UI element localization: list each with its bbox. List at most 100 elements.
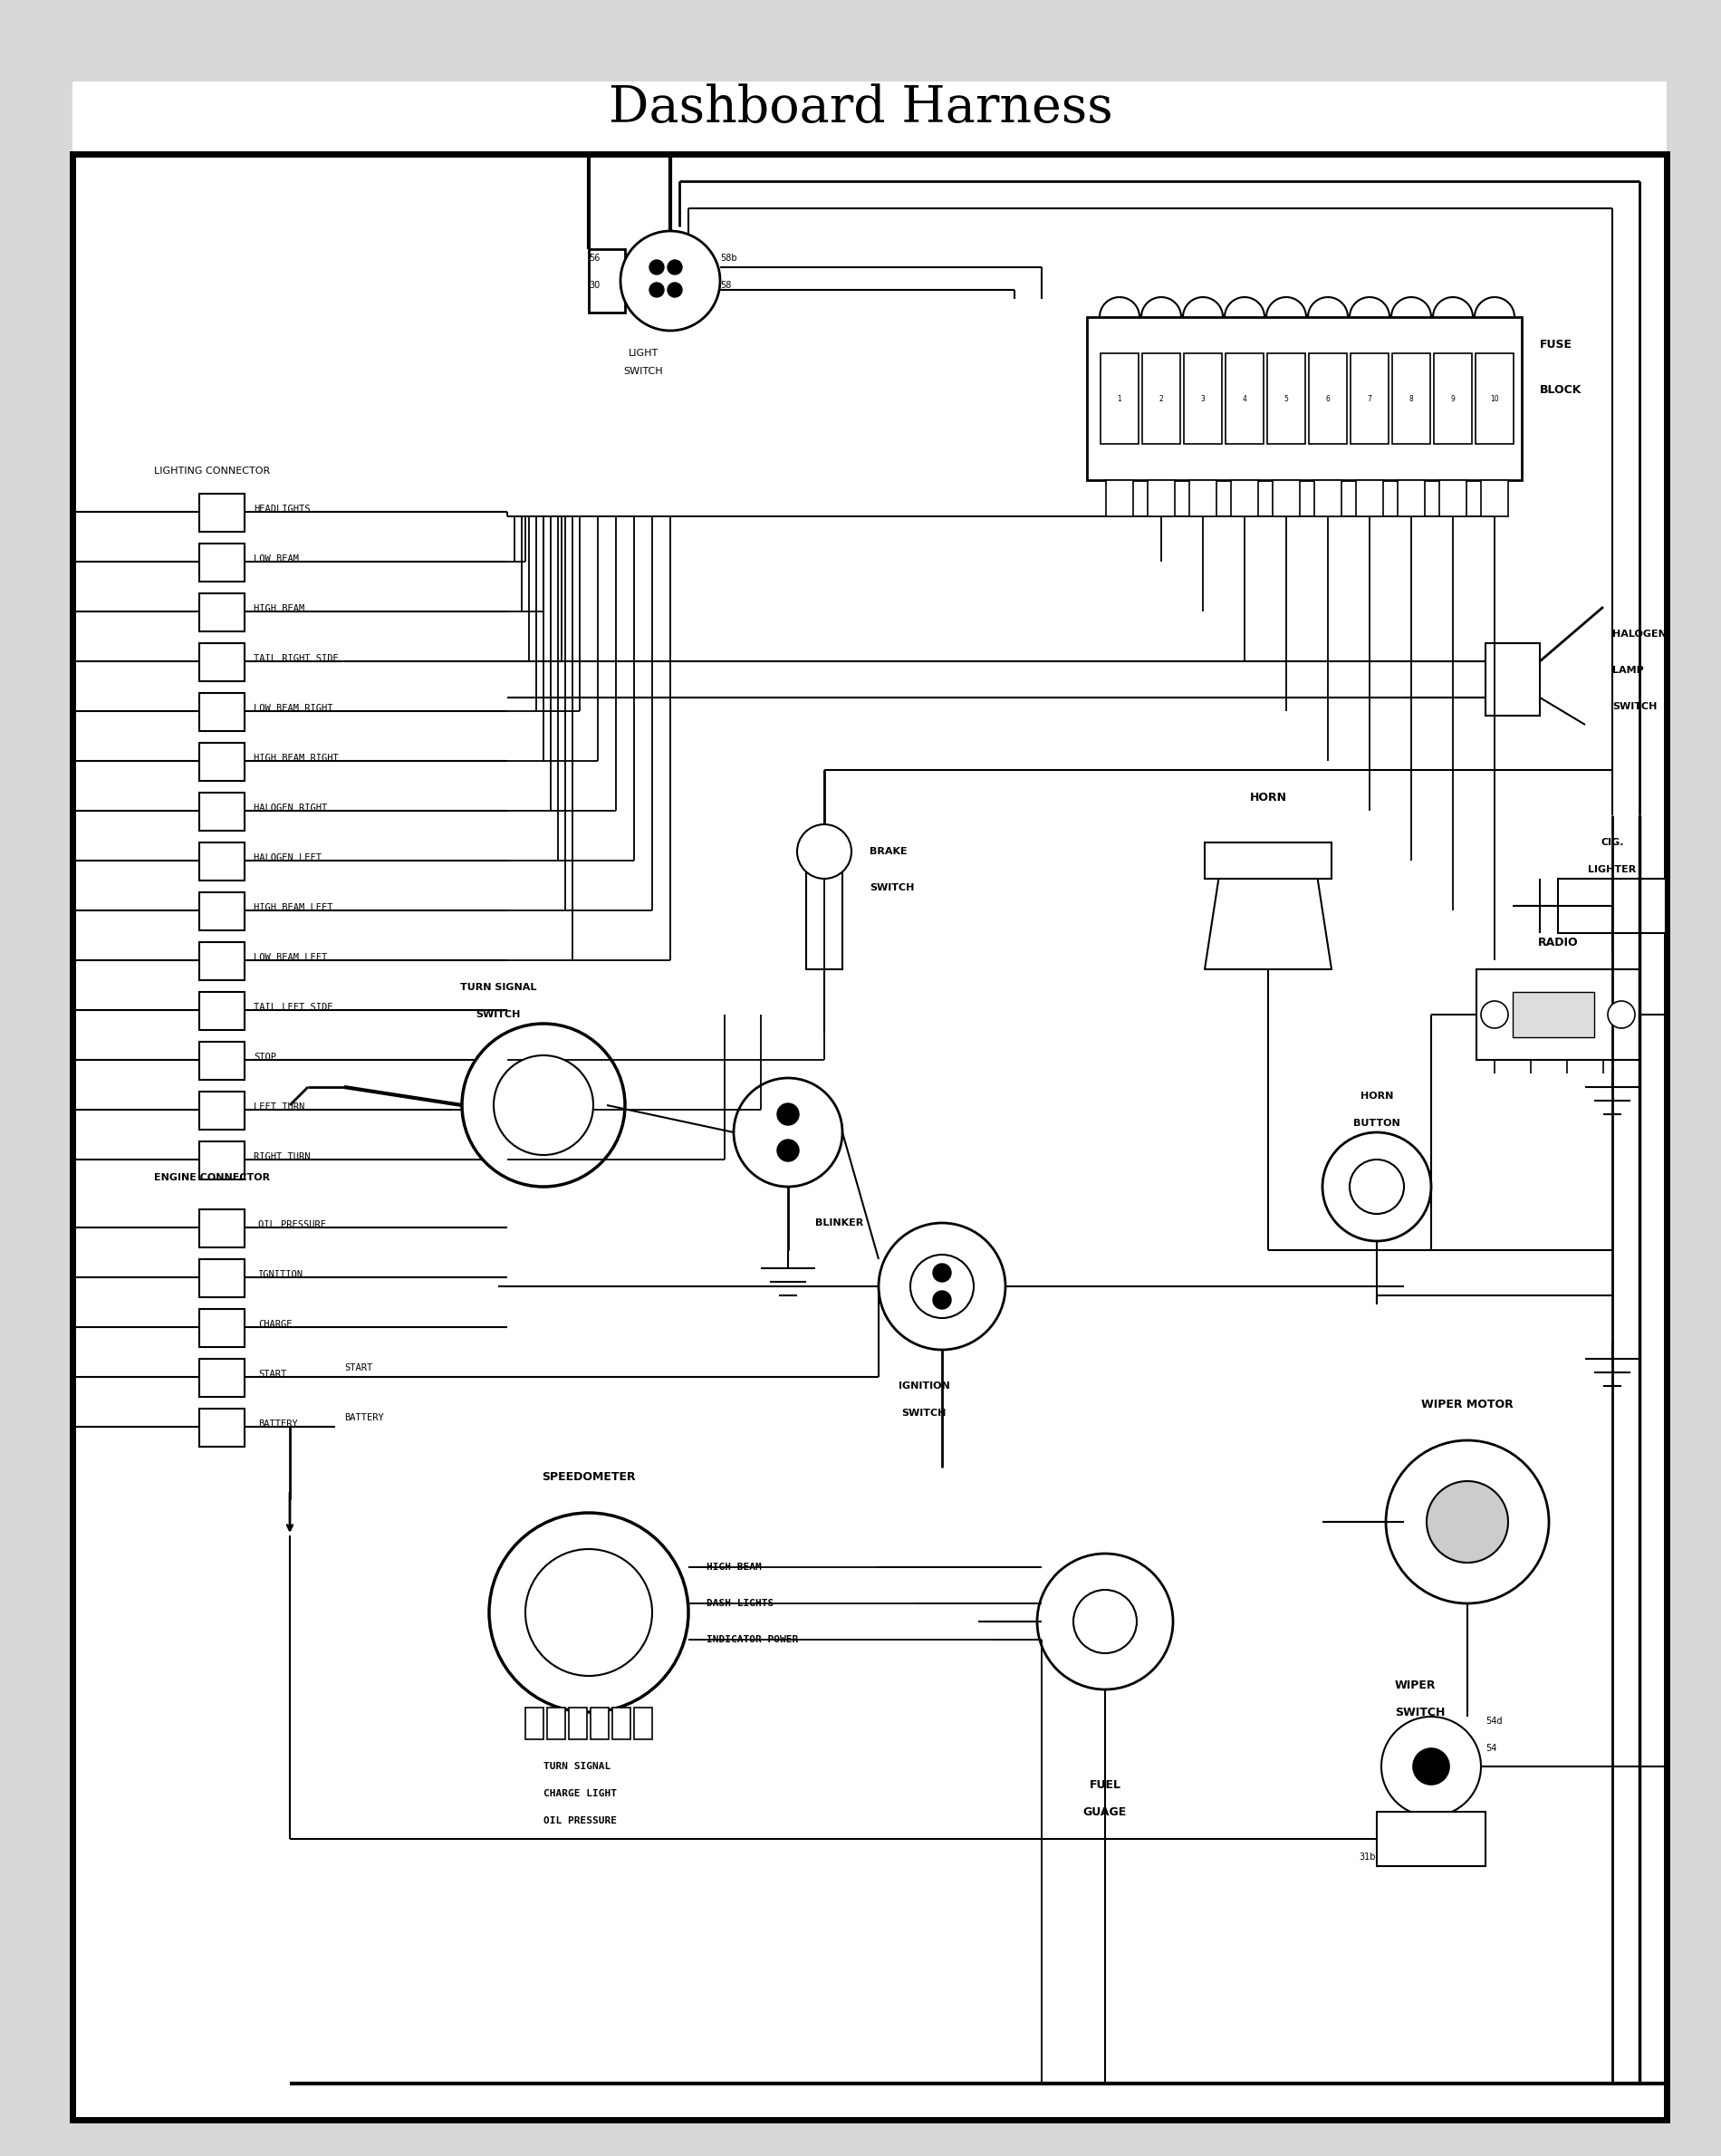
Text: BUTTON: BUTTON xyxy=(1353,1119,1401,1128)
Polygon shape xyxy=(1205,852,1332,970)
Text: SWITCH: SWITCH xyxy=(869,884,914,893)
Bar xyxy=(200,494,244,533)
Text: SPEEDOMETER: SPEEDOMETER xyxy=(542,1470,635,1483)
Bar xyxy=(1513,992,1594,1037)
Text: 4: 4 xyxy=(1243,395,1246,403)
Bar xyxy=(1315,481,1341,515)
Text: CHARGE: CHARGE xyxy=(258,1319,293,1328)
Bar xyxy=(1184,354,1222,444)
Bar xyxy=(1477,970,1640,1061)
Text: SWITCH: SWITCH xyxy=(1396,1705,1446,1718)
Text: HIGH BEAM: HIGH BEAM xyxy=(707,1563,762,1572)
Text: INDICATOR POWER: INDICATOR POWER xyxy=(707,1634,799,1645)
Text: WIPER MOTOR: WIPER MOTOR xyxy=(1422,1399,1513,1410)
Bar xyxy=(1392,354,1430,444)
Bar xyxy=(200,1210,244,1248)
Circle shape xyxy=(910,1255,974,1317)
Circle shape xyxy=(649,282,664,298)
Bar xyxy=(1100,354,1139,444)
Circle shape xyxy=(879,1222,1005,1350)
Text: STOP: STOP xyxy=(253,1052,277,1061)
Bar xyxy=(200,992,244,1031)
Circle shape xyxy=(1038,1554,1174,1690)
Bar xyxy=(1189,481,1217,515)
Text: 31b: 31b xyxy=(1358,1852,1375,1861)
Text: CHARGE LIGHT: CHARGE LIGHT xyxy=(544,1789,616,1798)
Bar xyxy=(1231,481,1258,515)
Bar xyxy=(1225,354,1263,444)
Bar xyxy=(200,793,244,830)
Bar xyxy=(1475,354,1513,444)
Bar xyxy=(200,642,244,681)
Text: 58: 58 xyxy=(719,280,731,289)
Circle shape xyxy=(649,261,664,274)
Text: DASH LIGHTS: DASH LIGHTS xyxy=(707,1600,774,1608)
Text: OIL PRESSURE: OIL PRESSURE xyxy=(258,1220,325,1229)
Text: SWITCH: SWITCH xyxy=(623,367,663,375)
Bar xyxy=(1143,354,1181,444)
Text: TURN SIGNAL: TURN SIGNAL xyxy=(544,1761,611,1770)
Circle shape xyxy=(668,261,682,274)
Bar xyxy=(200,843,244,880)
Circle shape xyxy=(1607,1000,1635,1028)
Bar xyxy=(1272,481,1299,515)
Bar xyxy=(200,1259,244,1298)
Text: 6: 6 xyxy=(1325,395,1330,403)
Bar xyxy=(200,1141,244,1179)
Bar xyxy=(1310,354,1348,444)
Bar xyxy=(547,1708,564,1740)
Text: TURN SIGNAL: TURN SIGNAL xyxy=(460,983,537,992)
Text: FUSE: FUSE xyxy=(1540,338,1573,349)
Text: 56: 56 xyxy=(589,254,601,263)
Text: BATTERY: BATTERY xyxy=(344,1412,384,1423)
Circle shape xyxy=(733,1078,842,1186)
Circle shape xyxy=(461,1024,625,1186)
Text: SWITCH: SWITCH xyxy=(475,1009,520,1020)
Bar xyxy=(633,1708,652,1740)
Text: ENGINE CONNECTOR: ENGINE CONNECTOR xyxy=(153,1173,270,1181)
Text: LOW BEAM: LOW BEAM xyxy=(253,554,299,563)
Text: WIPER: WIPER xyxy=(1396,1680,1435,1690)
Text: TAIL RIGHT SIDE: TAIL RIGHT SIDE xyxy=(253,653,339,664)
Bar xyxy=(525,1708,544,1740)
Text: FUEL: FUEL xyxy=(1089,1779,1120,1789)
Circle shape xyxy=(1322,1132,1432,1242)
Text: CIG.: CIG. xyxy=(1601,839,1625,847)
Text: OIL PRESSURE: OIL PRESSURE xyxy=(544,1815,616,1826)
Text: LOW BEAM LEFT: LOW BEAM LEFT xyxy=(253,953,327,962)
Bar xyxy=(200,543,244,582)
Text: HORN: HORN xyxy=(1249,791,1287,802)
Bar xyxy=(200,744,244,780)
Text: BATTERY: BATTERY xyxy=(258,1419,298,1429)
Text: TAIL LEFT SIDE: TAIL LEFT SIDE xyxy=(253,1003,332,1011)
Bar xyxy=(1377,1811,1485,1867)
Bar xyxy=(200,1408,244,1447)
Circle shape xyxy=(1349,1160,1404,1214)
Text: LAMP: LAMP xyxy=(1613,666,1644,675)
Text: Dashboard Harness: Dashboard Harness xyxy=(608,84,1113,134)
Text: RIGHT TURN: RIGHT TURN xyxy=(253,1151,310,1162)
Bar xyxy=(1482,481,1508,515)
Circle shape xyxy=(1427,1481,1508,1563)
Bar xyxy=(200,942,244,981)
Circle shape xyxy=(778,1141,799,1162)
Text: BLOCK: BLOCK xyxy=(1540,384,1582,395)
Circle shape xyxy=(797,824,852,880)
Text: LIGHT: LIGHT xyxy=(628,349,657,358)
Text: 1: 1 xyxy=(1117,395,1122,403)
Bar xyxy=(1397,481,1425,515)
Bar xyxy=(570,1708,587,1740)
Text: SWITCH: SWITCH xyxy=(902,1408,947,1419)
Text: 7: 7 xyxy=(1368,395,1372,403)
Text: 30: 30 xyxy=(589,280,601,289)
Text: 8: 8 xyxy=(1409,395,1413,403)
Text: LEFT TURN: LEFT TURN xyxy=(253,1102,305,1112)
Text: 2: 2 xyxy=(1158,395,1163,403)
Text: LIGHTER: LIGHTER xyxy=(1588,865,1637,873)
Text: HEADLIGHTS: HEADLIGHTS xyxy=(253,505,310,513)
Text: BRAKE: BRAKE xyxy=(869,847,907,856)
Bar xyxy=(200,692,244,731)
Text: START: START xyxy=(344,1363,372,1373)
Circle shape xyxy=(1382,1716,1482,1815)
Text: 54: 54 xyxy=(1485,1744,1497,1753)
